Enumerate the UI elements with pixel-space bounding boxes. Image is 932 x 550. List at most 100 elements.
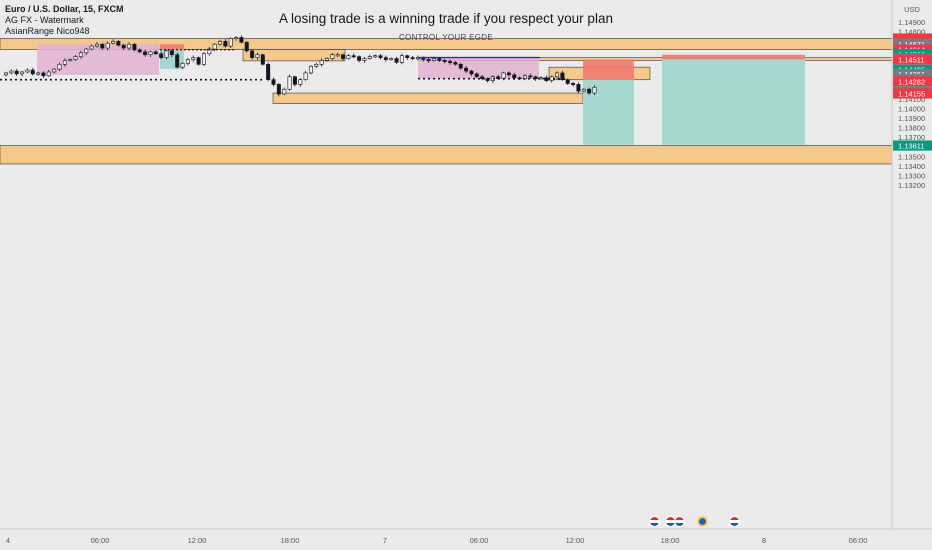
price-axis-currency: USD [904,5,920,14]
bull-candle [201,53,206,65]
bear-candle [480,76,485,79]
bear-candle [560,72,565,80]
bull-candle [191,57,196,60]
bull-candle [346,55,351,59]
bull-candle [335,54,340,57]
bull-candle [308,65,313,74]
bull-candle [62,60,67,65]
price-tag-bg [893,39,932,50]
price-tag-label: 1.14511 [898,55,925,64]
bear-candle [458,64,463,69]
bear-candle [410,57,415,60]
time-tick-label: 4 [6,536,10,545]
watermark-subtitle: CONTROL YOUR EGDE [398,33,493,42]
price-tag-bg [893,140,932,151]
us-flag-icon[interactable] [674,516,685,527]
bull-candle [148,51,153,56]
us-flag-icon[interactable] [649,516,660,527]
bear-candle [169,50,174,56]
time-tick-label: 12:00 [188,536,207,545]
us-flag-icon[interactable] [729,516,740,527]
stop-loss-box-1 [160,44,184,50]
symbol-title[interactable]: Euro / U.S. Dollar, 15, FXCM [5,4,124,14]
price-tag-bg [893,88,932,99]
bear-candle [30,69,35,75]
indicator-watermark-label[interactable]: AG FX - Watermark [5,15,84,25]
bear-candle [533,76,538,79]
bull-candle [9,70,14,74]
price-tag-label: 1.14155 [898,90,925,99]
price-tag-bg [893,68,932,79]
bear-candle [260,54,265,65]
bear-candle [41,72,46,77]
bear-candle [116,41,121,46]
bull-candle [303,72,308,80]
bear-candle [271,79,276,85]
bull-candle [282,88,287,95]
bull-candle [234,37,239,39]
bear-candle [405,55,410,58]
bear-candle [453,62,458,65]
chart-zones [0,38,893,165]
bull-candle [330,54,335,59]
price-tick-label: 1.13800 [898,124,925,133]
asian-range-box-1 [37,44,159,75]
bear-candle [576,84,581,92]
take-profit-box-2 [583,79,634,145]
time-tick-label: 06:00 [470,536,489,545]
bear-candle [383,57,388,60]
bull-candle [207,48,212,55]
bear-candle [276,84,281,95]
bear-candle [394,58,399,63]
price-tick-label: 1.14800 [898,28,925,37]
price-tick-label: 1.13500 [898,152,925,161]
time-tick-label: 06:00 [91,536,110,545]
bear-candle [437,58,442,61]
bear-candle [341,54,346,59]
bull-candle [52,68,57,73]
bull-candle [164,50,169,58]
bear-candle [132,43,137,51]
bear-candle [426,59,431,62]
price-tick-label: 1.14100 [898,95,925,104]
stop-loss-box-2 [583,59,634,80]
bear-candle [485,78,490,81]
price-tick-label: 1.13900 [898,114,925,123]
bear-candle [351,55,356,58]
bull-candle [373,55,378,58]
central-bank-icon[interactable] [697,516,708,527]
price-tick-label: 1.13400 [898,162,925,171]
bull-candle [105,42,110,49]
bull-candle [549,76,554,81]
candlestick-series [4,35,597,97]
price-axis: USD1.149001.148001.147001.146001.145001.… [891,0,932,550]
bear-candle [565,79,570,84]
bull-candle [218,41,223,45]
bear-candle [357,56,362,61]
price-tag-bg [893,54,932,65]
bull-candle [78,52,83,57]
bull-candle [501,72,506,79]
bull-candle [298,79,303,85]
demand-zone-lower [0,145,893,165]
bull-candle [111,41,116,44]
bull-candle [287,76,292,90]
overlay-lines [0,49,565,81]
bull-candle [73,56,78,60]
price-tag-label: 1.14282 [898,77,925,86]
take-profit-box-3 [662,59,805,145]
price-tag-bg [893,76,932,87]
bull-candle [25,69,30,73]
bull-candle [581,88,586,92]
time-tick-label: 06:00 [849,536,868,545]
bull-candle [185,59,190,64]
bull-candle [362,58,367,61]
bear-candle [544,77,549,81]
bear-candle [239,37,244,43]
bull-candle [212,43,217,50]
price-tick-label: 1.14900 [898,18,925,27]
price-tick-label: 1.13700 [898,133,925,142]
indicator-asian-range-label[interactable]: AsianRange Nico948 [5,26,90,36]
bear-candle [266,64,271,80]
